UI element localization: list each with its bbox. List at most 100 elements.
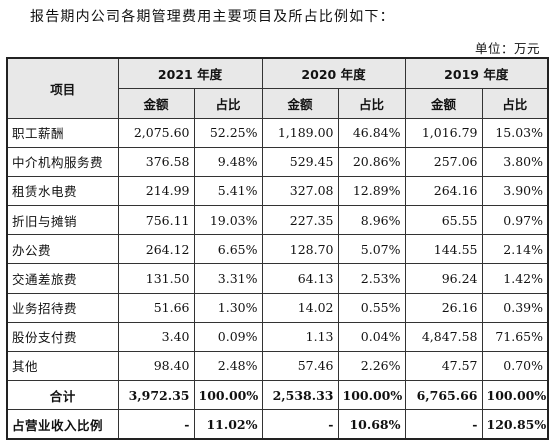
cell-amount: 4,847.58 — [404, 321, 483, 352]
cell-amount: 6,765.66 — [404, 380, 483, 411]
header-row-sub: 金额 占比 金额 占比 金额 占比 — [7, 87, 549, 119]
row-label: 股份支付费 — [6, 321, 119, 352]
item-header: 项目 — [6, 57, 119, 119]
cell-share: 20.86% — [337, 146, 406, 177]
cell-amount: 57.46 — [261, 350, 339, 382]
cell-amount: 1,016.79 — [404, 117, 483, 148]
cell-share: 120.85% — [481, 409, 549, 440]
table-row: 其他 98.40 2.48% 57.46 2.26% 47.57 0.70% — [6, 350, 549, 382]
cell-amount: 1,189.00 — [261, 117, 339, 148]
row-label: 合计 — [6, 380, 119, 411]
sub-header-amount: 金额 — [404, 87, 483, 119]
sub-header-share: 占比 — [193, 87, 263, 119]
cell-amount: 144.55 — [404, 234, 483, 265]
row-label: 中介机构服务费 — [6, 146, 119, 177]
cell-share: 3.90% — [481, 175, 549, 207]
cell-share: 8.96% — [337, 205, 406, 236]
cell-share: 6.65% — [193, 234, 263, 265]
cell-amount: - — [261, 409, 339, 440]
sub-header-amount: 金额 — [261, 87, 339, 119]
cell-share: 3.80% — [481, 146, 549, 177]
cell-amount: 2,075.60 — [117, 117, 195, 148]
row-label: 业务招待费 — [6, 292, 119, 323]
table-row: 交通差旅费 131.50 3.31% 64.13 2.53% 96.24 1.42% — [6, 263, 549, 294]
cell-amount: 64.13 — [261, 263, 339, 294]
admin-expenses-table: 项目 2021 年度 2020 年度 2019 年度 金额 占比 金额 占比 金… — [6, 57, 549, 440]
row-label: 交通差旅费 — [6, 263, 119, 294]
cell-share: 5.41% — [193, 175, 263, 207]
cell-amount: 3,972.35 — [117, 380, 195, 411]
cell-share: 2.48% — [193, 350, 263, 382]
cell-amount: 529.45 — [261, 146, 339, 177]
year-header-2020: 2020 年度 — [261, 57, 406, 89]
cell-amount: 96.24 — [404, 263, 483, 294]
cell-share: 2.53% — [337, 263, 406, 294]
cell-share: 2.14% — [481, 234, 549, 265]
cell-share: 2.26% — [337, 350, 406, 382]
cell-share: 0.04% — [337, 321, 406, 352]
cell-amount: 128.70 — [261, 234, 339, 265]
cell-amount: 264.12 — [117, 234, 195, 265]
cell-amount: 47.57 — [404, 350, 483, 382]
cell-amount: 227.35 — [261, 205, 339, 236]
cell-share: 9.48% — [193, 146, 263, 177]
row-label: 折旧与摊销 — [6, 205, 119, 236]
cell-share: 0.55% — [337, 292, 406, 323]
intro-text: 报告期内公司各期管理费用主要项目及所占比例如下： — [30, 9, 395, 25]
cell-amount: 1.13 — [261, 321, 339, 352]
cell-share: 3.31% — [193, 263, 263, 294]
cell-amount: 327.08 — [261, 175, 339, 207]
cell-share: 12.89% — [337, 175, 406, 207]
row-label: 办公费 — [6, 234, 119, 265]
cell-amount: 2,538.33 — [261, 380, 339, 411]
table-row: 办公费 264.12 6.65% 128.70 5.07% 144.55 2.14% — [6, 234, 549, 265]
year-header-2019: 2019 年度 — [404, 57, 549, 89]
year-header-2021: 2021 年度 — [117, 57, 263, 89]
table-row: 占营业收入比例 -11.02% -10.68% -120.85% — [6, 409, 549, 440]
table-row: 职工薪酬 2,075.60 52.25% 1,189.00 46.84% 1,016.79… — [6, 117, 549, 148]
cell-amount: - — [404, 409, 483, 440]
cell-share: 0.09% — [193, 321, 263, 352]
cell-share: 5.07% — [337, 234, 406, 265]
cell-amount: - — [117, 409, 195, 440]
cell-share: 46.84% — [337, 117, 406, 148]
row-label: 占营业收入比例 — [6, 409, 119, 440]
cell-share: 1.42% — [481, 263, 549, 294]
cell-amount: 98.40 — [117, 350, 195, 382]
cell-share: 15.03% — [481, 117, 549, 148]
cell-amount: 3.40 — [117, 321, 195, 352]
cell-amount: 756.11 — [117, 205, 195, 236]
table-row: 租赁水电费 214.99 5.41% 327.08 12.89% 264.16 3.90% — [6, 175, 549, 207]
cell-share: 0.97% — [481, 205, 549, 236]
table-row: 合计 3,972.35 100.00% 2,538.33 100.00% 6,765.66… — [6, 380, 549, 411]
table-row: 业务招待费 51.66 1.30% 14.02 0.55% 26.16 0.39% — [6, 292, 549, 323]
cell-share: 10.68% — [337, 409, 406, 440]
sub-header-amount: 金额 — [117, 87, 195, 119]
header-row-years: 项目 2021 年度 2020 年度 2019 年度 — [6, 57, 549, 119]
cell-amount: 51.66 — [117, 292, 195, 323]
cell-amount: 65.55 — [404, 205, 483, 236]
cell-amount: 214.99 — [117, 175, 195, 207]
unit-label: 单位：万元 — [474, 41, 540, 56]
row-label: 其他 — [6, 350, 119, 382]
cell-amount: 131.50 — [117, 263, 195, 294]
cell-amount: 264.16 — [404, 175, 483, 207]
table-row: 股份支付费 3.40 0.09% 1.13 0.04% 4,847.58 71.65% — [6, 321, 549, 352]
cell-share: 100.00% — [481, 380, 549, 411]
table-row: 折旧与摊销 756.11 19.03% 227.35 8.96% 65.55 0.97% — [6, 205, 549, 236]
cell-share: 100.00% — [337, 380, 406, 411]
row-label: 租赁水电费 — [6, 175, 119, 207]
cell-amount: 26.16 — [404, 292, 483, 323]
sub-header-share: 占比 — [481, 87, 549, 119]
cell-share: 0.70% — [481, 350, 549, 382]
cell-share: 1.30% — [193, 292, 263, 323]
cell-share: 71.65% — [481, 321, 549, 352]
cell-share: 19.03% — [193, 205, 263, 236]
cell-share: 100.00% — [193, 380, 263, 411]
row-label: 职工薪酬 — [6, 117, 119, 148]
cell-amount: 14.02 — [261, 292, 339, 323]
table-body: 职工薪酬 2,075.60 52.25% 1,189.00 46.84% 1,016.79… — [6, 117, 549, 440]
cell-share: 0.39% — [481, 292, 549, 323]
cell-share: 11.02% — [193, 409, 263, 440]
cell-amount: 257.06 — [404, 146, 483, 177]
